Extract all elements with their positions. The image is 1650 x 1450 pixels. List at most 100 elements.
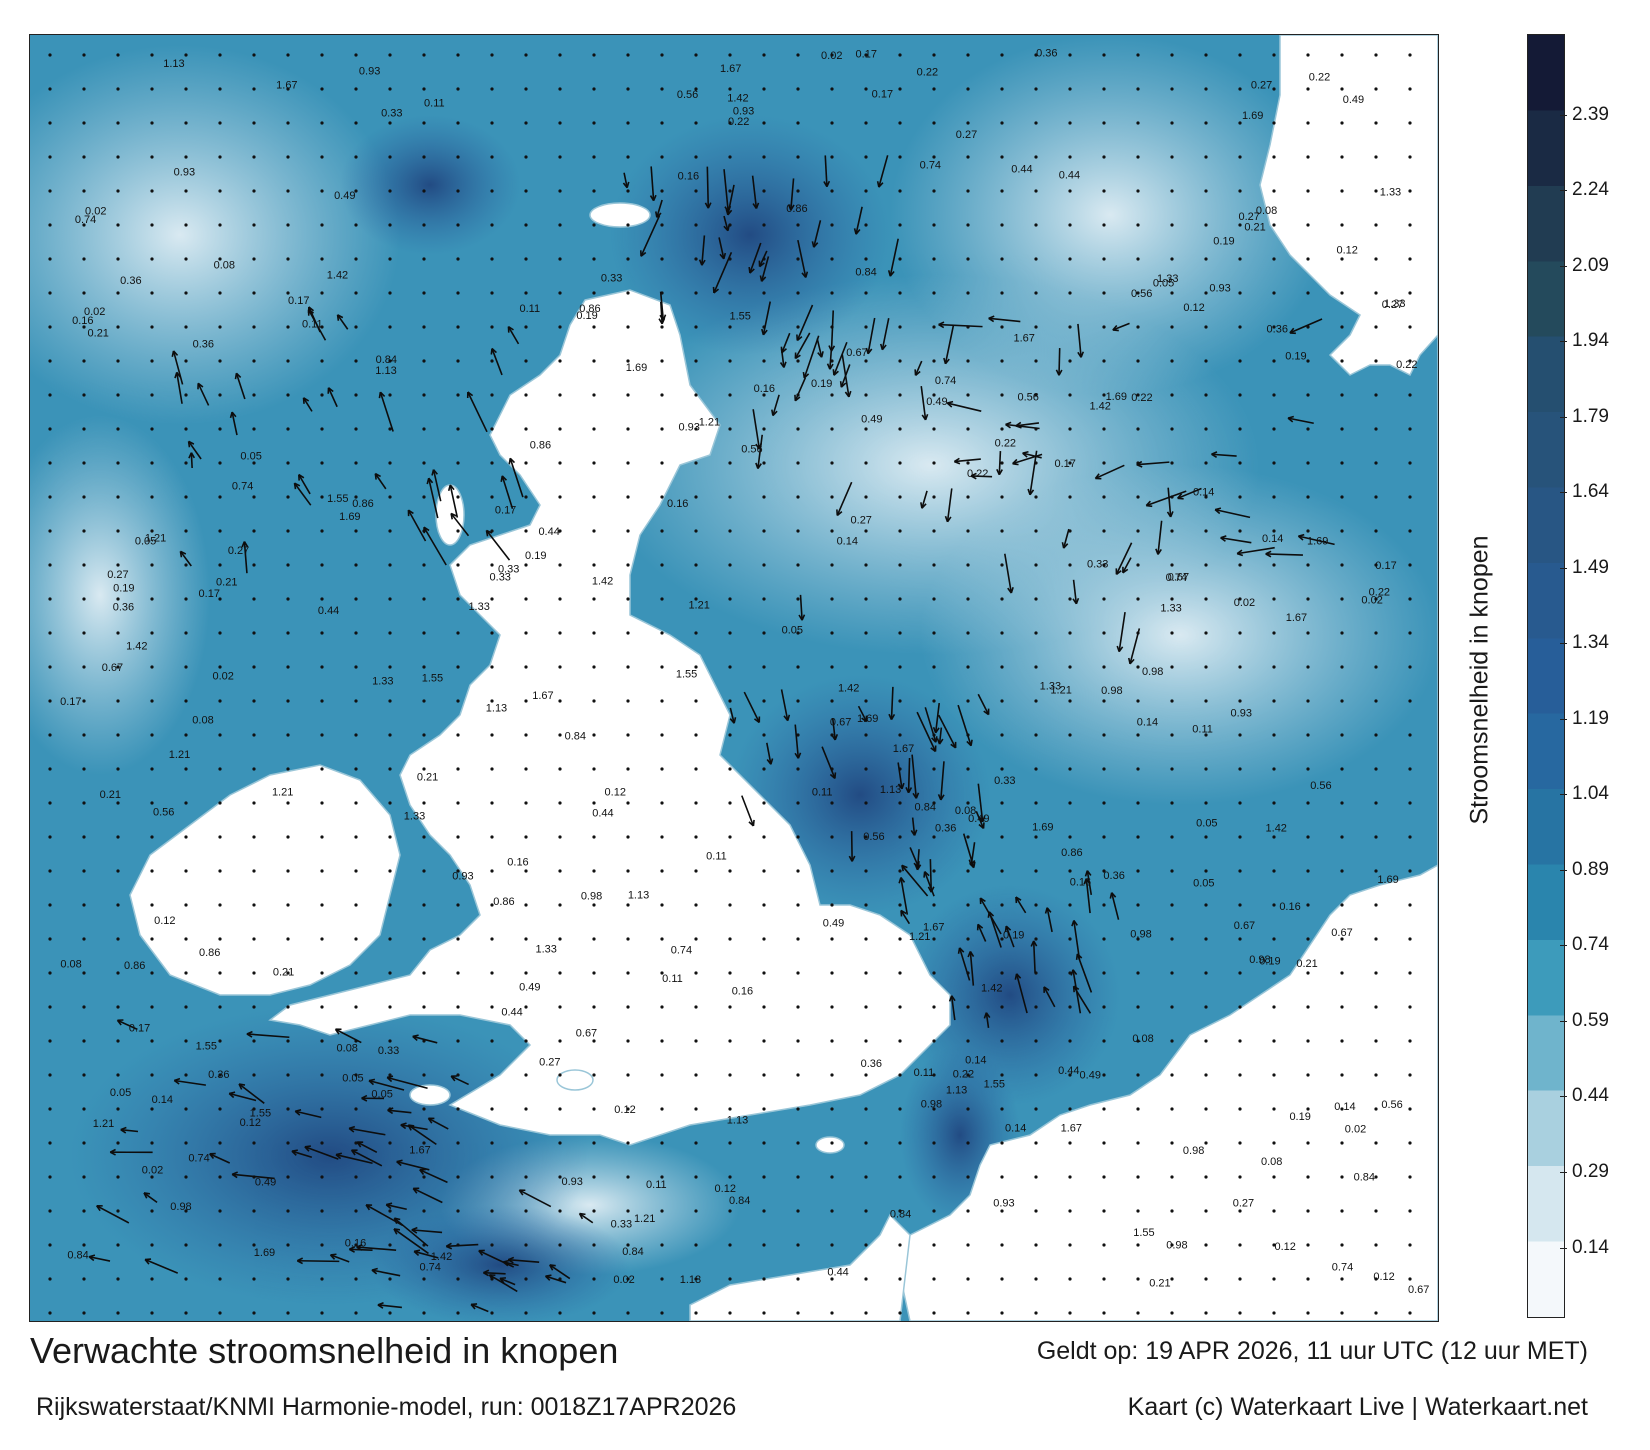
- grid-dot: [830, 53, 834, 57]
- grid-dot: [592, 937, 596, 941]
- current-value-label: 0.36: [193, 339, 214, 351]
- grid-dot: [966, 699, 970, 703]
- grid-dot: [592, 631, 596, 635]
- current-arrow: [923, 871, 935, 897]
- grid-dot: [626, 291, 630, 295]
- grid-dot: [48, 1073, 52, 1077]
- grid-dot: [150, 427, 154, 431]
- grid-dot: [762, 563, 766, 567]
- grid-dot: [728, 155, 732, 159]
- current-arrow: [431, 469, 442, 502]
- grid-dot: [1238, 1175, 1242, 1179]
- current-value-label: 0.27: [1238, 211, 1259, 223]
- grid-dot: [218, 1107, 222, 1111]
- grid-dot: [1408, 733, 1412, 737]
- grid-dot: [864, 767, 868, 771]
- grid-dot: [388, 223, 392, 227]
- grid-dot: [830, 597, 834, 601]
- grid-dot: [1068, 835, 1072, 839]
- grid-dot: [592, 733, 596, 737]
- current-value-label: 0.17: [60, 696, 81, 708]
- grid-dot: [1102, 87, 1106, 91]
- current-value-label: 0.67: [846, 347, 867, 359]
- grid-dot: [864, 53, 868, 57]
- grid-dot: [1102, 665, 1106, 669]
- grid-dot: [626, 495, 630, 499]
- grid-dot: [660, 1141, 664, 1145]
- grid-dot: [762, 1073, 766, 1077]
- grid-dot: [1374, 1175, 1378, 1179]
- grid-dot: [388, 529, 392, 533]
- grid-dot: [116, 597, 120, 601]
- current-arrow: [794, 377, 807, 402]
- grid-dot: [660, 325, 664, 329]
- grid-dot: [694, 257, 698, 261]
- grid-dot: [320, 971, 324, 975]
- current-arrow: [1044, 907, 1053, 933]
- current-value-label: 0.33: [611, 1218, 632, 1230]
- grid-dot: [150, 869, 154, 873]
- grid-dot: [932, 801, 936, 805]
- current-value-label: 0.67: [576, 1027, 597, 1039]
- grid-dot: [320, 53, 324, 57]
- grid-dot: [864, 903, 868, 907]
- grid-dot: [660, 563, 664, 567]
- grid-dot: [796, 563, 800, 567]
- current-arrow: [723, 215, 730, 232]
- grid-dot: [354, 1005, 358, 1009]
- grid-dot: [1136, 495, 1140, 499]
- grid-dot: [898, 291, 902, 295]
- current-value-label: 0.93: [678, 422, 699, 434]
- grid-dot: [150, 1277, 154, 1281]
- current-value-label: 0.33: [378, 1045, 399, 1057]
- grid-dot: [1374, 1039, 1378, 1043]
- grid-dot: [1170, 631, 1174, 635]
- grid-dot: [796, 257, 800, 261]
- grid-dot: [1102, 223, 1106, 227]
- current-arrow: [407, 509, 427, 542]
- grid-dot: [864, 1243, 868, 1247]
- grid-dot: [524, 835, 528, 839]
- grid-dot: [490, 325, 494, 329]
- current-value-label: 0.16: [345, 1238, 366, 1250]
- current-arrow: [857, 705, 868, 723]
- colorbar-tick-mark: [1560, 643, 1567, 645]
- grid-dot: [1204, 665, 1208, 669]
- grid-dot: [116, 1209, 120, 1213]
- grid-dot: [660, 495, 664, 499]
- grid-dot: [490, 835, 494, 839]
- current-value-label: 1.55: [250, 1108, 271, 1120]
- current-value-label: 0.27: [956, 129, 977, 141]
- current-arrow: [787, 178, 795, 211]
- current-value-label: 0.12: [715, 1183, 736, 1195]
- grid-dot: [966, 1243, 970, 1247]
- grid-dot: [286, 1005, 290, 1009]
- grid-dot: [626, 597, 630, 601]
- current-value-label: 0.19: [1213, 236, 1234, 248]
- grid-dot: [660, 1311, 664, 1315]
- current-value-label: 0.93: [733, 105, 754, 117]
- grid-dot: [830, 1277, 834, 1281]
- current-arrow: [1297, 533, 1335, 546]
- grid-dot: [558, 291, 562, 295]
- grid-dot: [966, 257, 970, 261]
- current-arrow: [385, 1202, 407, 1211]
- grid-dot: [286, 1039, 290, 1043]
- grid-dot: [252, 291, 256, 295]
- grid-dot: [694, 971, 698, 975]
- grid-dot: [1102, 767, 1106, 771]
- current-value-label: 0.11: [520, 303, 541, 315]
- grid-dot: [626, 937, 630, 941]
- grid-dot: [456, 1107, 460, 1111]
- grid-dot: [1170, 835, 1174, 839]
- grid-dot: [932, 393, 936, 397]
- grid-dot: [354, 1107, 358, 1111]
- grid-dot: [1000, 461, 1004, 465]
- grid-dot: [456, 1141, 460, 1145]
- grid-dot: [1068, 87, 1072, 91]
- current-value-label: 0.67: [1331, 927, 1352, 939]
- colorbar-tick-label: 0.59: [1572, 1009, 1609, 1031]
- grid-dot: [1340, 1141, 1344, 1145]
- grid-dot: [864, 461, 868, 465]
- grid-dot: [626, 461, 630, 465]
